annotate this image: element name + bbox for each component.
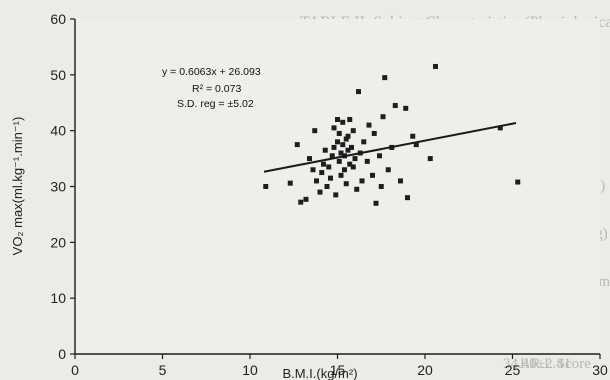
r-squared-label: R² = 0.073 xyxy=(192,83,241,95)
data-point xyxy=(321,161,326,167)
data-point xyxy=(366,122,372,128)
data-point xyxy=(382,75,388,81)
data-point xyxy=(433,63,438,69)
data-point xyxy=(326,164,332,170)
data-point xyxy=(340,142,346,148)
y-tick-label: 40 xyxy=(50,123,66,139)
data-point xyxy=(403,105,409,111)
data-point xyxy=(385,167,391,173)
data-point xyxy=(263,184,269,189)
x-tick-label: 0 xyxy=(71,362,79,378)
data-point xyxy=(324,184,330,189)
data-point xyxy=(347,161,353,167)
data-point xyxy=(345,147,351,153)
axis-ticks-layer xyxy=(70,18,601,359)
data-point xyxy=(350,128,356,134)
data-point xyxy=(364,158,370,164)
data-point xyxy=(347,117,353,122)
data-point xyxy=(342,167,347,173)
data-point xyxy=(377,153,382,159)
data-points-layer xyxy=(263,63,521,206)
data-point xyxy=(343,136,349,142)
data-point xyxy=(338,172,344,178)
data-point xyxy=(354,186,360,192)
data-point xyxy=(331,125,337,131)
data-point xyxy=(328,175,333,181)
data-point xyxy=(312,128,318,134)
data-point xyxy=(378,184,384,189)
data-point xyxy=(413,142,419,148)
data-point xyxy=(349,144,354,150)
data-point xyxy=(331,144,337,150)
sd-regression-label: S.D. reg = ±5.02 xyxy=(177,98,254,110)
data-point xyxy=(361,139,367,145)
x-tick-label: 15 xyxy=(330,362,346,378)
x-tick-label: 20 xyxy=(417,362,433,378)
regression-line xyxy=(263,122,517,173)
data-point xyxy=(287,180,293,186)
data-point xyxy=(370,172,375,178)
data-point xyxy=(336,130,342,136)
x-tick-label: 10 xyxy=(242,362,258,378)
data-point xyxy=(497,125,503,131)
regression-equation: y = 0.6063x + 26.093 xyxy=(162,66,261,78)
data-point xyxy=(392,103,398,109)
data-point xyxy=(314,178,319,184)
data-point xyxy=(303,196,309,202)
data-point xyxy=(336,158,342,164)
data-point xyxy=(317,189,323,195)
data-point xyxy=(410,133,416,139)
data-point xyxy=(335,117,340,122)
data-point xyxy=(307,156,312,162)
data-point xyxy=(345,133,351,139)
data-point xyxy=(359,178,365,184)
data-point xyxy=(398,178,403,184)
data-point xyxy=(298,199,304,205)
y-tick-label: 0 xyxy=(58,346,66,362)
data-point xyxy=(515,179,521,185)
y-tick-label: 60 xyxy=(50,11,66,27)
data-point xyxy=(335,139,340,145)
plot-area xyxy=(75,19,600,354)
data-point xyxy=(380,114,386,120)
y-tick-label: 20 xyxy=(50,234,66,250)
x-tick-label: 25 xyxy=(505,362,521,378)
x-tick-label: 5 xyxy=(159,362,167,378)
data-point xyxy=(319,170,325,176)
data-point xyxy=(310,167,316,173)
data-point xyxy=(340,119,346,125)
x-tick-label: 30 xyxy=(592,362,608,378)
tick-labels-layer: 0 10 20 30 40 50 60 0 5 10 15 20 25 30 xyxy=(50,11,608,378)
data-point xyxy=(373,200,379,206)
data-point xyxy=(371,130,377,136)
data-point xyxy=(405,195,410,201)
y-tick-label: 10 xyxy=(50,290,66,306)
data-point xyxy=(350,164,356,170)
data-point xyxy=(322,147,328,153)
data-point xyxy=(343,181,349,187)
y-tick-label: 50 xyxy=(50,67,66,83)
data-point xyxy=(356,89,361,95)
data-point xyxy=(329,153,335,159)
data-point xyxy=(352,156,358,162)
data-point xyxy=(427,156,433,162)
data-point xyxy=(294,142,300,148)
y-tick-label: 30 xyxy=(50,179,66,195)
data-point xyxy=(333,192,339,198)
data-point xyxy=(338,150,344,156)
x-axis-title: B.M.I.(kg/m²) xyxy=(282,366,357,380)
y-axis-title: VO₂ max(ml.kg⁻¹.min⁻¹) xyxy=(10,117,25,256)
